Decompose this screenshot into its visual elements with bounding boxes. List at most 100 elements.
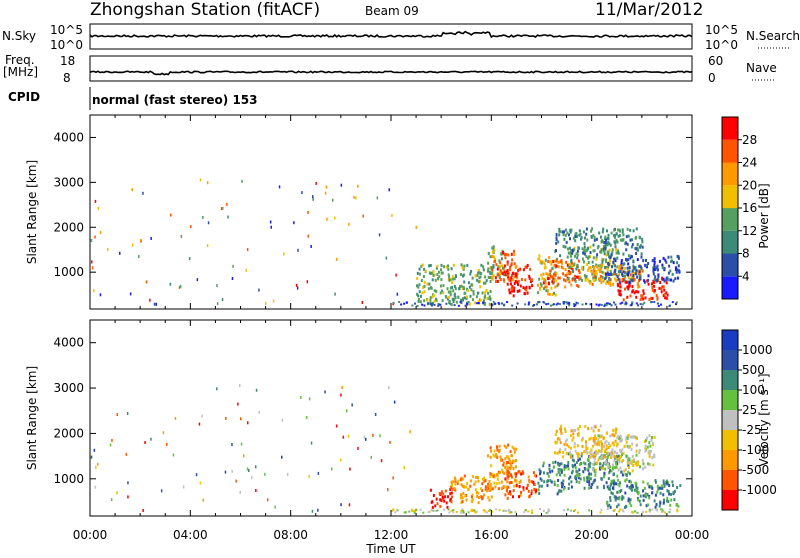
power-region-cell (555, 259, 558, 263)
velocity-region-cell (654, 493, 657, 497)
power-ground-cell (491, 303, 494, 306)
power-region-cell (513, 262, 516, 266)
power-region-cell (507, 276, 510, 280)
power-ground-cell (589, 303, 592, 306)
velocity-region-cell (654, 480, 657, 484)
velocity-region-cell (571, 458, 574, 462)
power-scatter-cell (332, 198, 334, 202)
power-region-cell (418, 283, 421, 287)
velocity-region-cell (612, 479, 615, 483)
power-region-cell (577, 284, 580, 288)
power-region-cell (615, 232, 618, 236)
power-region-cell (437, 270, 440, 274)
velocity-region-cell (494, 485, 497, 489)
velocity-scatter-cell (125, 452, 128, 456)
power-region-cell (419, 300, 422, 304)
power-region-cell (428, 271, 431, 275)
velocity-region-cell (514, 474, 517, 478)
power-scatter-cell (149, 298, 151, 302)
power-region-cell (574, 239, 577, 243)
power-region-cell (417, 299, 420, 303)
power-region-cell (611, 248, 614, 252)
velocity-region-cell (589, 477, 592, 481)
power-region-cell (620, 263, 622, 267)
velocity-region-cell (631, 459, 634, 463)
velocity-region-cell (621, 452, 624, 456)
power-region-cell (600, 281, 603, 284)
velocity-ground-cell (676, 508, 679, 511)
velocity-ground-cell (488, 510, 490, 512)
power-region-cell (621, 272, 623, 276)
velocity-region-cell (600, 457, 603, 461)
velocity-region-cell (512, 495, 514, 499)
velocity-region-cell (567, 487, 570, 490)
power-region-cell (416, 292, 419, 296)
power-region-cell (618, 264, 621, 268)
power-region-cell (614, 233, 617, 237)
power-region-cell (600, 248, 603, 252)
power-region-cell (634, 272, 637, 276)
power-region-cell (423, 267, 426, 271)
velocity-region-cell (627, 434, 630, 437)
velocity-scatter-cell (255, 489, 257, 492)
velocity-scatter-cell (216, 387, 218, 391)
velocity-region-cell (610, 491, 613, 495)
velocity-region-cell (557, 468, 560, 471)
velocity-region-cell (507, 455, 509, 459)
velocity-region-cell (625, 435, 628, 439)
power-region-cell (495, 280, 497, 284)
power-region-cell (441, 271, 444, 275)
velocity-region-cell (619, 439, 621, 443)
velocity-scatter-cell (351, 403, 353, 407)
power-region-cell (610, 231, 613, 235)
velocity-region-cell (611, 463, 614, 467)
velocity-region-cell (663, 483, 666, 487)
velocity-region-cell (602, 445, 605, 449)
power-region-cell (627, 273, 629, 277)
power-region-cell (638, 235, 641, 239)
velocity-region-cell (512, 467, 515, 470)
power-region-cell (489, 290, 492, 293)
velocity-region-cell (447, 495, 449, 499)
power-region-cell (589, 266, 592, 269)
power-region-cell (453, 277, 456, 281)
velocity-region-cell (593, 478, 596, 482)
velocity-region-cell (592, 429, 595, 433)
velocity-ground-cell (391, 509, 394, 512)
power-region-cell (563, 230, 565, 234)
power-region-cell (604, 241, 607, 244)
power-region-cell (628, 266, 631, 270)
velocity-region-cell (601, 442, 603, 446)
velocity-region-cell (431, 500, 434, 504)
power-region-cell (417, 285, 420, 289)
power-ground-cell (575, 301, 578, 304)
power-region-cell (637, 282, 639, 286)
power-region-cell (606, 229, 608, 233)
velocity-region-cell (659, 486, 662, 490)
power-region-cell (450, 277, 452, 281)
power-region-cell (608, 281, 611, 285)
velocity-region-cell (574, 449, 577, 453)
power-scatter-cell (378, 233, 381, 237)
velocity-region-cell (445, 501, 448, 505)
velocity-region-cell (564, 440, 567, 444)
velocity-ground-cell (505, 509, 507, 512)
power-region-cell (608, 273, 611, 277)
power-region-cell (544, 266, 547, 269)
power-region-cell (598, 270, 601, 274)
velocity-ground-cell (467, 511, 470, 514)
power-region-cell (647, 274, 650, 278)
power-region-cell (525, 285, 528, 289)
velocity-region-cell (644, 495, 647, 499)
velocity-region-cell (619, 466, 622, 470)
velocity-region-cell (605, 431, 608, 435)
power-region-cell (600, 250, 603, 254)
power-region-cell (606, 237, 609, 240)
power-region-cell (592, 269, 595, 273)
velocity-region-cell (625, 440, 628, 444)
velocity-region-cell (537, 481, 540, 485)
velocity-ground-cell (396, 509, 399, 512)
power-region-cell (564, 279, 567, 283)
velocity-region-cell (538, 468, 541, 472)
power-region-cell (488, 297, 491, 301)
